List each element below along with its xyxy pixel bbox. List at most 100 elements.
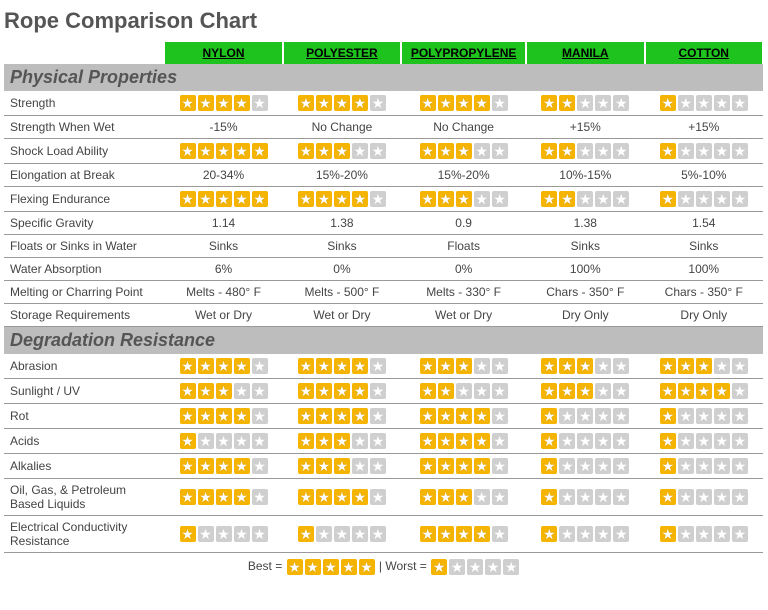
star-icon: ★ [316, 526, 332, 542]
star-icon: ★ [420, 458, 436, 474]
star-icon: ★ [474, 383, 490, 399]
star-icon: ★ [180, 95, 196, 111]
cell-stars: ★★★★★ [645, 429, 764, 454]
star-icon: ★ [577, 408, 593, 424]
cell-stars: ★★★★★ [645, 516, 764, 553]
star-icon: ★ [352, 383, 368, 399]
star-icon: ★ [732, 458, 748, 474]
star-icon: ★ [180, 408, 196, 424]
table-row: Elongation at Break20-34%15%-20%15%-20%1… [4, 164, 763, 187]
star-icon: ★ [474, 489, 490, 505]
star-icon: ★ [714, 143, 730, 159]
star-icon: ★ [541, 433, 557, 449]
star-icon: ★ [696, 143, 712, 159]
table-row: Abrasion★★★★★★★★★★★★★★★★★★★★★★★★★ [4, 354, 763, 379]
star-icon: ★ [613, 95, 629, 111]
star-icon: ★ [316, 191, 332, 207]
star-icon: ★ [577, 458, 593, 474]
column-header[interactable]: NYLON [164, 42, 282, 64]
table-row: Sunlight / UV★★★★★★★★★★★★★★★★★★★★★★★★★ [4, 379, 763, 404]
cell-text: Sinks [645, 235, 764, 258]
star-icon: ★ [234, 95, 250, 111]
cell-stars: ★★★★★ [164, 354, 282, 379]
star-icon: ★ [456, 433, 472, 449]
cell-text: +15% [645, 116, 764, 139]
star-icon: ★ [474, 458, 490, 474]
cell-stars: ★★★★★ [401, 479, 526, 516]
star-icon: ★ [503, 559, 519, 575]
row-label: Specific Gravity [4, 212, 164, 235]
star-icon: ★ [216, 358, 232, 374]
star-icon: ★ [180, 143, 196, 159]
legend-worst-stars: ★★★★★ [430, 559, 520, 573]
star-icon: ★ [714, 358, 730, 374]
legend-row: Best = ★★★★★ | Worst = ★★★★★ [4, 553, 764, 581]
star-icon: ★ [732, 383, 748, 399]
star-icon: ★ [559, 408, 575, 424]
cell-stars: ★★★★★ [645, 354, 764, 379]
cell-stars: ★★★★★ [164, 479, 282, 516]
star-icon: ★ [352, 358, 368, 374]
star-icon: ★ [541, 489, 557, 505]
star-icon: ★ [559, 143, 575, 159]
star-icon: ★ [613, 458, 629, 474]
cell-text: No Change [283, 116, 401, 139]
star-icon: ★ [595, 433, 611, 449]
table-row: Shock Load Ability★★★★★★★★★★★★★★★★★★★★★★… [4, 139, 763, 164]
star-icon: ★ [732, 433, 748, 449]
star-icon: ★ [352, 95, 368, 111]
star-icon: ★ [456, 95, 472, 111]
cell-stars: ★★★★★ [526, 379, 644, 404]
cell-text: Melts - 480° F [164, 281, 282, 304]
cell-text: 1.54 [645, 212, 764, 235]
star-icon: ★ [696, 191, 712, 207]
star-icon: ★ [595, 489, 611, 505]
star-icon: ★ [492, 458, 508, 474]
star-icon: ★ [541, 408, 557, 424]
star-icon: ★ [316, 358, 332, 374]
column-header[interactable]: COTTON [645, 42, 764, 64]
star-icon: ★ [577, 433, 593, 449]
star-icon: ★ [456, 383, 472, 399]
star-icon: ★ [595, 191, 611, 207]
star-icon: ★ [613, 433, 629, 449]
star-icon: ★ [252, 358, 268, 374]
column-header[interactable]: MANILA [526, 42, 644, 64]
star-icon: ★ [613, 358, 629, 374]
star-icon: ★ [696, 383, 712, 399]
cell-text: Melts - 500° F [283, 281, 401, 304]
cell-stars: ★★★★★ [526, 91, 644, 116]
cell-stars: ★★★★★ [401, 404, 526, 429]
star-icon: ★ [696, 408, 712, 424]
star-icon: ★ [678, 383, 694, 399]
cell-stars: ★★★★★ [645, 479, 764, 516]
star-icon: ★ [334, 95, 350, 111]
column-header[interactable]: POLYESTER [283, 42, 401, 64]
star-icon: ★ [216, 191, 232, 207]
cell-stars: ★★★★★ [401, 516, 526, 553]
star-icon: ★ [316, 489, 332, 505]
star-icon: ★ [334, 143, 350, 159]
cell-stars: ★★★★★ [645, 91, 764, 116]
star-icon: ★ [334, 526, 350, 542]
row-label: Acids [4, 429, 164, 454]
star-icon: ★ [438, 526, 454, 542]
cell-text: No Change [401, 116, 526, 139]
star-icon: ★ [678, 408, 694, 424]
star-icon: ★ [613, 408, 629, 424]
row-label: Water Absorption [4, 258, 164, 281]
star-icon: ★ [420, 526, 436, 542]
cell-text: Chars - 350° F [526, 281, 644, 304]
star-icon: ★ [696, 433, 712, 449]
star-icon: ★ [696, 458, 712, 474]
comparison-table: NYLONPOLYESTERPOLYPROPYLENEMANILACOTTONP… [4, 42, 764, 553]
row-label: Oil, Gas, & Petroleum Based Liquids [4, 479, 164, 516]
legend-best-label: Best = [248, 559, 282, 573]
section-header: Physical Properties [4, 64, 763, 91]
star-icon: ★ [438, 191, 454, 207]
star-icon: ★ [316, 458, 332, 474]
star-icon: ★ [474, 433, 490, 449]
star-icon: ★ [492, 526, 508, 542]
column-header[interactable]: POLYPROPYLENE [401, 42, 526, 64]
star-icon: ★ [613, 191, 629, 207]
